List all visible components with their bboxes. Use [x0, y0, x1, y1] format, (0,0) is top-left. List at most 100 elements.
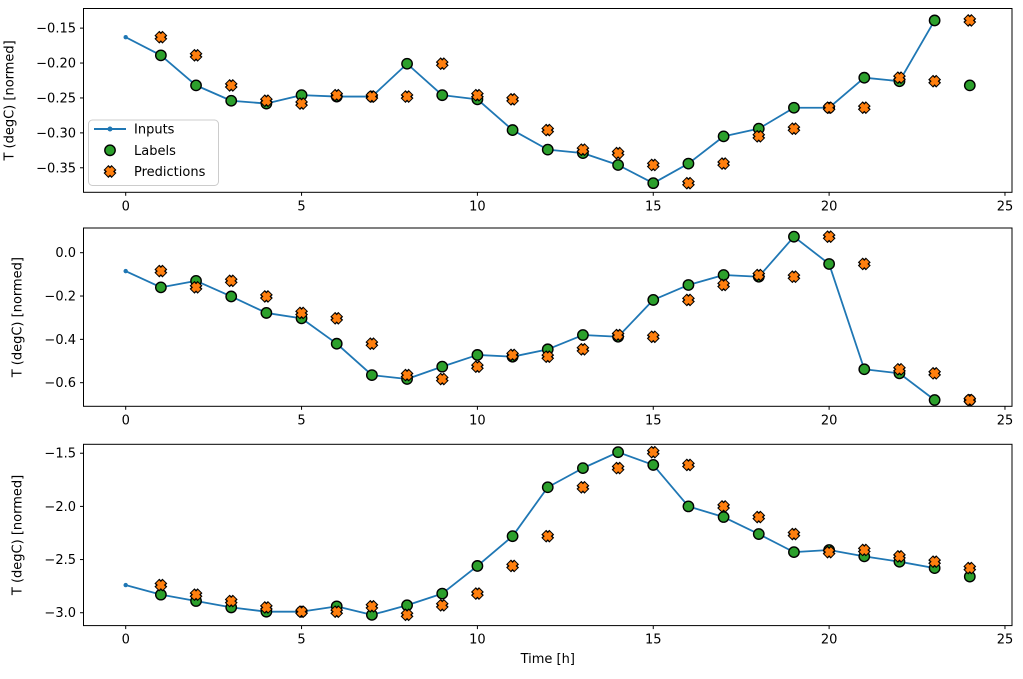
x-marker-fill [472, 361, 483, 372]
x-marker-fill [648, 447, 659, 457]
x-marker-fill [105, 166, 115, 177]
prediction-point [295, 605, 308, 619]
x-tick-label: 0 [122, 413, 130, 428]
y-tick-label: −3.0 [44, 606, 76, 621]
labels-series [154, 446, 976, 621]
x-tick-label: 10 [469, 413, 486, 428]
x-marker-fill [507, 350, 518, 360]
subplot-3: 0 5 10 15 20 25 −1.5 −2.0 −2.5 −3.0 T (degC) [norm… [11, 443, 1013, 667]
y-tick-label: −0.25 [36, 91, 76, 106]
prediction-point [224, 274, 238, 288]
x-marker-fill [437, 600, 448, 611]
x-tick-label: 25 [997, 413, 1014, 428]
x-marker-fill [402, 610, 412, 620]
x-tick-label: 5 [297, 199, 305, 214]
y-tick-label: −2.5 [44, 553, 76, 568]
prediction-point [470, 88, 484, 102]
x-marker-fill [331, 313, 342, 324]
x-marker-fill [331, 606, 342, 617]
axes-frame [83, 443, 1013, 627]
label-point [682, 279, 695, 291]
label-point [225, 290, 238, 303]
prediction-point [365, 599, 379, 613]
predictions-series [154, 230, 977, 407]
inputs-series [123, 234, 937, 403]
prediction-point [787, 270, 801, 284]
label-point [436, 360, 449, 373]
x-marker-fill [859, 259, 870, 269]
label-point [225, 94, 238, 107]
prediction-point [576, 480, 590, 494]
label-point [401, 599, 413, 612]
prediction-point [576, 143, 590, 157]
subplot-1: 0 5 10 15 20 25 −0.15 −0.20 −0.25 −0.30 −0.35 T (de… [3, 8, 1013, 214]
y-axis: 0.0 −0.2 −0.4 −0.6 [44, 246, 84, 391]
prediction-point [154, 264, 168, 278]
prediction-point [893, 71, 906, 85]
label-point [823, 258, 836, 270]
x-axis-label: Time [h] [520, 652, 575, 667]
prediction-point [681, 176, 695, 190]
legend-dot-sample [107, 126, 113, 132]
label-point [506, 124, 519, 136]
y-tick-label: −1.5 [44, 447, 76, 462]
prediction-point [154, 578, 168, 592]
prediction-point [857, 543, 871, 557]
x-tick-label: 0 [122, 199, 130, 214]
y-tick-label: 0.0 [55, 246, 76, 261]
x-marker-fill [367, 338, 377, 349]
prediction-point [963, 561, 977, 575]
inputs-series [123, 449, 937, 618]
x-marker-fill [261, 602, 272, 613]
legend-circle-sample [104, 144, 116, 157]
inputs-dot [123, 582, 128, 588]
x-marker-fill [894, 551, 905, 562]
axes-frame [83, 8, 1013, 193]
label-point [541, 143, 554, 156]
y-axis-label: T (degC) [normed] [3, 40, 18, 161]
x-marker-fill [824, 231, 834, 242]
subplot-2: 0 5 10 15 20 25 0.0 −0.2 −0.4 −0.6 T (degC) [norme… [11, 227, 1014, 428]
labels-series [154, 230, 976, 406]
prediction-point [646, 445, 660, 459]
y-tick-label: −2.0 [44, 500, 76, 515]
label-point [436, 89, 449, 102]
prediction-point [470, 360, 484, 374]
labels-series [154, 14, 976, 190]
prediction-point [893, 549, 906, 563]
x-marker-fill [367, 91, 377, 102]
label-point [928, 14, 941, 27]
axes-frame [83, 227, 1013, 407]
prediction-point [295, 306, 308, 320]
x-marker-fill [894, 72, 905, 83]
legend-label: Inputs [134, 123, 175, 138]
x-marker-fill [718, 158, 729, 169]
x-marker-fill [296, 606, 307, 617]
prediction-point [506, 348, 520, 362]
prediction-point [189, 48, 203, 62]
x-marker-fill [331, 90, 342, 100]
label-point [577, 462, 589, 475]
x-marker-fill [964, 15, 975, 26]
x-marker-fill [226, 276, 237, 286]
x-marker-fill [472, 90, 483, 100]
prediction-point [400, 368, 414, 382]
label-point [190, 79, 202, 92]
y-axis-label: T (degC) [normed] [11, 257, 26, 378]
prediction-point [857, 257, 871, 271]
y-axis: −0.15 −0.20 −0.25 −0.30 −0.35 [36, 22, 84, 176]
prediction-point [963, 393, 977, 407]
label-point [647, 177, 660, 190]
x-marker-fill [824, 547, 834, 557]
prediction-point [717, 278, 731, 292]
prediction-point [506, 559, 520, 573]
x-axis: 0 5 10 15 20 25 [122, 406, 1014, 428]
inputs-line [125, 451, 935, 616]
prediction-point [541, 529, 555, 543]
prediction-point [681, 293, 695, 307]
x-marker-fill [156, 580, 166, 590]
x-tick-label: 15 [645, 633, 662, 648]
x-tick-label: 20 [821, 413, 838, 428]
x-marker-fill [929, 76, 940, 87]
x-marker-fill [753, 270, 764, 280]
